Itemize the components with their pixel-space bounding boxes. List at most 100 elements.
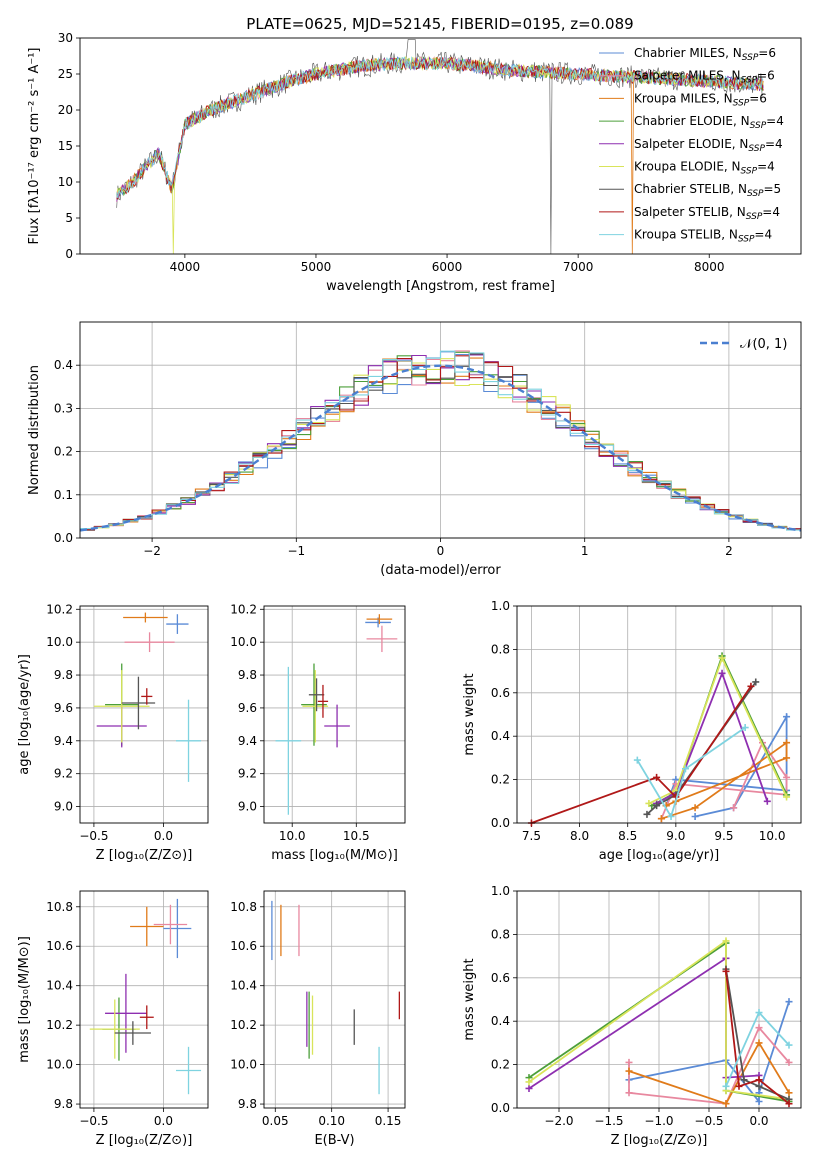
y-tick-label: 1.0 (491, 884, 510, 898)
mass-weight-line (531, 685, 752, 824)
y-tick-label: 9.6 (238, 701, 257, 715)
data-point-marker (667, 812, 675, 820)
y-tick-label: 9.6 (54, 701, 73, 715)
mass-weight-vs-age-panel: 7.5 8.0 8.5 9.0 9.5 10.0 0.0 0.2 0.4 0.6 0.8 1.0 age… (462, 599, 802, 863)
mass-weight-vs-z-panel: −2.0 −1.5 −1.0 −0.5 0.0 0.0 0.2 0.4 0.6 0.8 1.0 Z [… (462, 884, 802, 1148)
data-point-marker (783, 739, 791, 747)
x-tick-label: 0 (437, 544, 445, 558)
y-tick-label: 10.8 (46, 900, 73, 914)
y-tick-label: 9.8 (54, 668, 73, 682)
mass-weight-line (528, 939, 790, 1101)
x-tick-label: 8.5 (618, 829, 637, 843)
x-axis-label: age [log₁₀(age/yr)] (599, 848, 720, 863)
data-point-marker (785, 1058, 793, 1066)
y-tick-label: 9.8 (238, 1097, 257, 1111)
age-vs-z-panel: −0.5 0.0 9.0 9.2 9.4 9.6 9.8 10.0 10.2 Z [log₁₀(Z… (17, 602, 209, 863)
data-point-marker (755, 1076, 763, 1084)
data-point-marker (633, 756, 641, 764)
x-tick-label: 7000 (563, 260, 594, 274)
x-tick-label: 1 (581, 544, 589, 558)
x-axis-label: wavelength [Angstrom, rest frame] (326, 279, 555, 294)
axes-frame (263, 890, 406, 1109)
x-axis-label: E(B-V) (314, 1133, 354, 1148)
y-tick-label: 0.4 (54, 358, 73, 372)
mass-weight-line (636, 726, 746, 819)
x-tick-label: 2 (725, 544, 733, 558)
data-point-marker (763, 797, 771, 805)
legend-label: Salpeter MILES, NSSP=6 (634, 69, 775, 86)
spectrum-line (116, 56, 764, 199)
legend-label: Salpeter ELODIE, NSSP=4 (634, 137, 783, 154)
x-tick-label: −2.0 (544, 1114, 573, 1128)
y-tick-label: 10.4 (230, 979, 257, 993)
residuals-panel: −2 −1 0 1 2 0.0 0.1 0.2 0.3 0.4 (data-model)/error… (27, 321, 802, 578)
y-tick-label: 30 (58, 31, 73, 45)
y-tick-label: 0.4 (491, 729, 510, 743)
data-point-marker (747, 682, 755, 690)
y-tick-label: 10 (58, 175, 73, 189)
y-tick-label: 0.1 (54, 488, 73, 502)
mass-weight-line (725, 971, 790, 1105)
y-tick-label: 10.0 (46, 635, 73, 649)
data-point-marker (722, 1100, 730, 1108)
data-point-marker (653, 802, 661, 810)
y-tick-label: 20 (58, 103, 73, 117)
y-tick-label: 9.0 (238, 800, 257, 814)
x-tick-label: 6000 (432, 260, 463, 274)
data-point-marker (783, 754, 791, 762)
y-tick-label: 0.3 (54, 401, 73, 415)
y-axis-label: mass [log₁₀(M/M⊙)] (17, 936, 32, 1063)
data-point-marker (785, 1100, 793, 1108)
data-point-marker (783, 793, 791, 801)
y-tick-label: 10.2 (46, 1018, 73, 1032)
data-point-marker (785, 1089, 793, 1097)
y-tick-label: 9.8 (54, 1097, 73, 1111)
legend-label: Salpeter STELIB, NSSP=4 (634, 205, 780, 222)
y-axis-label: age [log₁₀(age/yr)] (17, 654, 32, 775)
data-point-marker (625, 1089, 633, 1097)
data-point-marker (653, 773, 661, 781)
y-tick-label: 10.0 (230, 1058, 257, 1072)
x-tick-label: 0.15 (375, 1114, 402, 1128)
x-tick-label: 0.0 (749, 1114, 768, 1128)
data-point-marker (755, 1024, 763, 1032)
data-point-marker (783, 773, 791, 781)
data-point-marker (783, 713, 791, 721)
y-tick-label: 0.8 (491, 642, 510, 656)
y-tick-label: 1.0 (491, 599, 510, 613)
x-tick-label: −0.5 (79, 1114, 108, 1128)
x-tick-label: 10.5 (343, 829, 370, 843)
data-point-marker (785, 1041, 793, 1049)
data-point-marker (755, 1039, 763, 1047)
data-point-marker (643, 810, 651, 818)
y-tick-label: 10.0 (230, 635, 257, 649)
data-point-marker (681, 765, 689, 773)
legend-label: Chabrier ELODIE, NSSP=4 (634, 114, 784, 131)
x-axis-label: mass [log₁₀(M/M⊙)] (271, 848, 398, 863)
y-axis-label: Flux [fλ10⁻¹⁷ erg cm⁻² s⁻¹ A⁻¹] (27, 48, 42, 245)
x-tick-label: 8.0 (570, 829, 589, 843)
axes-frame (79, 37, 802, 255)
y-tick-label: 9.4 (54, 734, 73, 748)
data-point-marker (645, 799, 653, 807)
data-point-marker (752, 678, 760, 686)
legend-label: Chabrier MILES, NSSP=6 (634, 46, 776, 63)
data-point-marker (691, 812, 699, 820)
axes-frame (79, 605, 209, 824)
y-tick-label: 0.4 (491, 1014, 510, 1028)
mass-weight-line (656, 670, 769, 805)
legend-label: Kroupa STELIB, NSSP=4 (634, 228, 772, 245)
y-tick-label: 0.0 (54, 531, 73, 545)
spectrum-line (116, 56, 764, 255)
y-tick-label: 10.2 (230, 1018, 257, 1032)
y-tick-label: 0.6 (491, 971, 510, 985)
x-tick-label: −0.5 (694, 1114, 723, 1128)
data-point-marker (741, 724, 749, 732)
legend-label: Kroupa ELODIE, NSSP=4 (634, 160, 775, 177)
data-point-marker (718, 669, 726, 677)
x-tick-label: −1.5 (594, 1114, 623, 1128)
y-tick-label: 0.2 (54, 445, 73, 459)
data-point-marker (718, 654, 726, 662)
data-point-marker (740, 1076, 748, 1084)
